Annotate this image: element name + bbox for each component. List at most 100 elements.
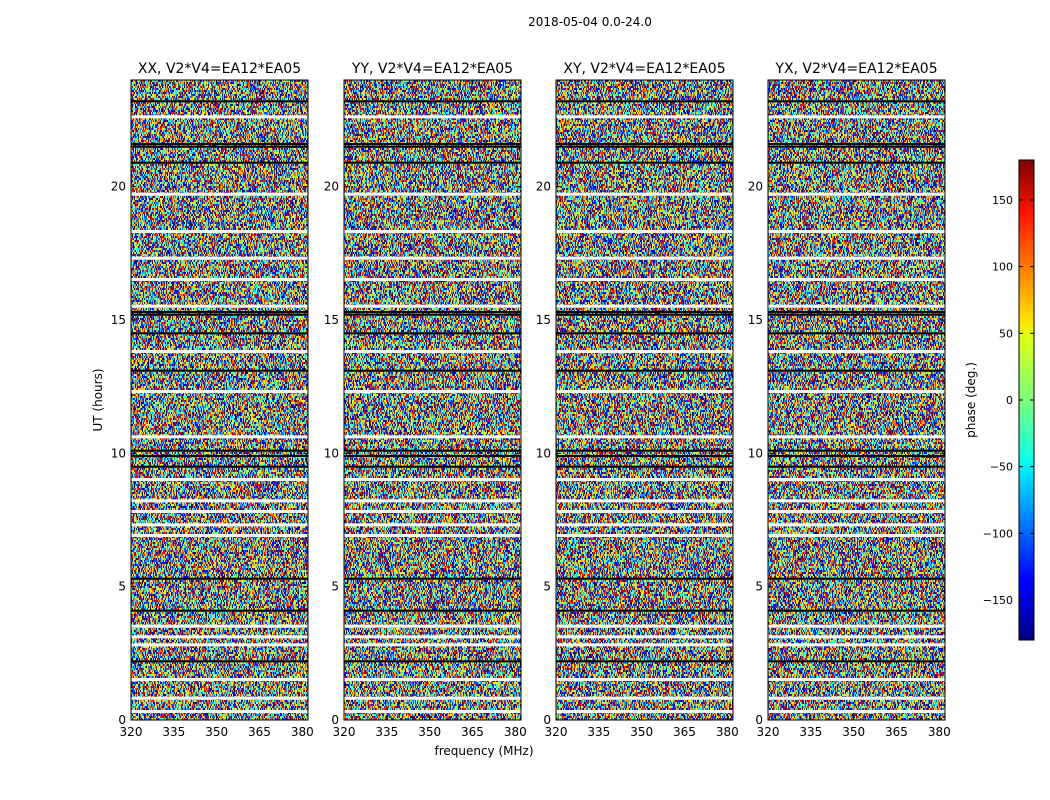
panel-xx: XX, V2*V4=EA12*EA05 320 335 350 365 380 0 5 10 15…	[111, 61, 314, 739]
flag-gap	[131, 192, 308, 196]
dark-line	[768, 332, 945, 335]
flag-gap	[768, 710, 945, 713]
dark-line	[768, 449, 945, 452]
dark-line	[768, 369, 945, 372]
flag-gap	[556, 192, 733, 196]
flag-gap	[556, 523, 733, 527]
dark-line	[131, 332, 308, 335]
flag-gap	[768, 350, 945, 353]
x-axis-label: frequency (MHz)	[434, 744, 533, 758]
y-tick-label: 0	[118, 713, 126, 727]
dark-line	[131, 660, 308, 663]
flag-gap	[768, 696, 945, 700]
x-tick-label: 335	[162, 725, 185, 739]
y-tick-label: 5	[543, 580, 551, 594]
panel-title-yx: YX, V2*V4=EA12*EA05	[774, 61, 937, 77]
flag-gap	[344, 635, 521, 639]
flag-gap	[344, 230, 521, 233]
dark-line	[556, 465, 733, 468]
x-tick-label: 350	[205, 725, 228, 739]
dark-line	[768, 577, 945, 580]
flag-gap	[556, 478, 733, 481]
panel-xy: XY, V2*V4=EA12*EA05 320 335 350 365 380 0 5 10 15…	[536, 61, 739, 739]
dark-line	[344, 449, 521, 452]
flag-gap	[556, 635, 733, 639]
flag-gap	[131, 624, 308, 628]
flag-gap	[344, 499, 521, 503]
flag-gap	[768, 635, 945, 639]
dark-line	[556, 143, 733, 145]
flag-gap	[131, 635, 308, 639]
dark-line	[344, 577, 521, 580]
flag-gap	[344, 115, 521, 119]
y-tick-label: 15	[324, 313, 339, 327]
dark-line	[768, 313, 945, 316]
y-tick-label: 5	[118, 580, 126, 594]
dark-line	[556, 660, 733, 663]
flag-gap	[344, 256, 521, 260]
phase-heatmap-yx	[768, 80, 945, 720]
dark-line	[556, 145, 733, 148]
dark-line	[131, 369, 308, 372]
flag-gap	[556, 499, 733, 503]
flag-gap	[131, 696, 308, 700]
flag-gap	[768, 230, 945, 233]
x-tick-label: 335	[799, 725, 822, 739]
dark-line	[131, 161, 308, 164]
flag-gap	[556, 350, 733, 353]
flag-gap	[344, 478, 521, 481]
panels-group: XX, V2*V4=EA12*EA05 320 335 350 365 380 0 5 10 15…	[111, 61, 951, 739]
x-tick-label: 320	[333, 725, 356, 739]
dark-line	[768, 161, 945, 164]
dark-line	[556, 332, 733, 335]
x-tick-label: 320	[757, 725, 780, 739]
x-tick-label: 365	[461, 725, 484, 739]
dark-line	[556, 577, 733, 580]
dark-line	[556, 449, 733, 452]
x-tick-label: 320	[120, 725, 143, 739]
flag-gap	[344, 678, 521, 681]
x-tick-label: 335	[587, 725, 610, 739]
flag-gap	[556, 710, 733, 713]
x-tick-label: 380	[716, 725, 739, 739]
flag-gap	[344, 278, 521, 281]
colorbar-tick-label: 50	[999, 327, 1013, 340]
flag-gap	[768, 510, 945, 513]
y-tick-label: 20	[748, 180, 763, 194]
flag-gap	[131, 230, 308, 233]
flag-gap	[131, 304, 308, 308]
panel-yx: YX, V2*V4=EA12*EA05 320 335 350 365 380 0 5 10 15…	[748, 61, 951, 739]
flag-gap	[344, 510, 521, 513]
dark-line	[344, 332, 521, 335]
flag-gap	[131, 534, 308, 537]
x-tick-label: 365	[673, 725, 696, 739]
flag-gap	[344, 390, 521, 393]
x-tick-label: 380	[291, 725, 314, 739]
y-tick-label: 20	[324, 180, 339, 194]
flag-gap	[556, 230, 733, 233]
y-tick-label: 20	[536, 180, 551, 194]
flag-gap	[131, 510, 308, 513]
colorbar-tick-label: 0	[1006, 394, 1013, 407]
dark-line	[768, 143, 945, 145]
flag-gap	[344, 710, 521, 713]
flag-gap	[768, 256, 945, 260]
x-tick-label: 380	[928, 725, 951, 739]
colorbar-tick-label: −50	[990, 461, 1013, 474]
y-tick-label: 5	[331, 580, 339, 594]
flag-gap	[131, 643, 308, 647]
flag-gap	[344, 643, 521, 647]
dark-line	[131, 145, 308, 148]
flag-gap	[344, 435, 521, 439]
y-tick-label: 0	[331, 713, 339, 727]
dark-line	[768, 145, 945, 148]
flag-gap	[768, 478, 945, 481]
flag-gap	[131, 710, 308, 713]
flag-gap	[768, 523, 945, 527]
flag-gap	[344, 192, 521, 196]
x-tick-label: 350	[630, 725, 653, 739]
figure-suptitle: 2018-05-04 0.0-24.0	[528, 15, 652, 29]
flag-gap	[556, 304, 733, 308]
panel-title-xy: XY, V2*V4=EA12*EA05	[563, 61, 725, 77]
flag-gap	[344, 523, 521, 527]
